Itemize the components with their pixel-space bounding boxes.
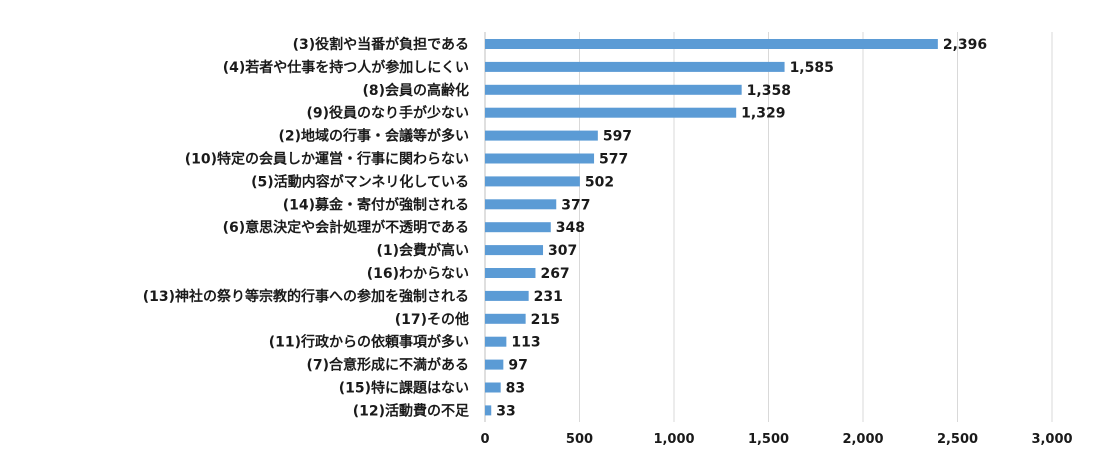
category-label: (2)地域の行事・会議等が多い bbox=[278, 128, 469, 145]
category-label: (5)活動内容がマンネリ化している bbox=[251, 173, 469, 190]
bar bbox=[485, 359, 504, 370]
category-label: (6)意思決定や会計処理が不透明である bbox=[223, 219, 469, 236]
bars bbox=[485, 39, 938, 416]
bar bbox=[485, 245, 544, 256]
category-label: (14)募金・寄付が強制される bbox=[283, 196, 469, 213]
data-label: 502 bbox=[585, 174, 614, 190]
x-tick-label: 0 bbox=[480, 432, 489, 447]
gridlines bbox=[484, 32, 1053, 422]
data-label: 231 bbox=[534, 289, 563, 305]
bar bbox=[485, 176, 580, 187]
data-label: 113 bbox=[511, 335, 540, 351]
category-label: (4)若者や仕事を持つ人が参加しにくい bbox=[223, 59, 469, 76]
category-label: (3)役割や当番が負担である bbox=[293, 36, 469, 53]
x-tick-label: 2,000 bbox=[842, 432, 883, 447]
x-tick-label: 3,000 bbox=[1031, 432, 1072, 447]
bar bbox=[485, 39, 938, 49]
category-labels: (3)役割や当番が負担である (4)若者や仕事を持つ人が参加しにくい (8)会員の高… bbox=[143, 36, 470, 419]
category-label: (1)会費が高い bbox=[376, 242, 469, 259]
bar bbox=[485, 313, 526, 324]
bar bbox=[485, 61, 785, 72]
data-label: 597 bbox=[603, 129, 632, 145]
data-label: 83 bbox=[506, 381, 525, 397]
bar bbox=[485, 84, 742, 95]
x-tick-label: 500 bbox=[566, 432, 593, 447]
bar bbox=[485, 199, 557, 210]
bar bbox=[485, 268, 536, 278]
bar bbox=[485, 405, 492, 416]
category-label: (15)特に課題はない bbox=[339, 380, 469, 397]
data-label: 1,585 bbox=[790, 60, 834, 76]
data-label: 267 bbox=[540, 266, 569, 282]
data-label: 577 bbox=[599, 152, 628, 168]
data-label: 348 bbox=[556, 220, 585, 236]
x-tick-label: 1,500 bbox=[748, 432, 789, 447]
category-label: (8)会員の高齢化 bbox=[362, 82, 469, 99]
x-tick-labels: 0 500 1,000 1,500 2,000 2,500 3,000 bbox=[480, 432, 1072, 447]
data-label: 33 bbox=[496, 403, 515, 419]
data-label: 2,396 bbox=[943, 37, 987, 53]
category-label: (11)行政からの依頼事項が多い bbox=[269, 334, 469, 351]
value-labels: 2,396 1,585 1,358 1,329 597 577 502 377 348 307 26… bbox=[496, 37, 987, 419]
x-tick-label: 2,500 bbox=[937, 432, 978, 447]
data-label: 1,358 bbox=[747, 83, 791, 99]
bar bbox=[485, 153, 595, 164]
data-label: 215 bbox=[531, 312, 560, 328]
bar bbox=[485, 290, 529, 301]
data-label: 307 bbox=[548, 243, 577, 259]
category-label: (12)活動費の不足 bbox=[353, 402, 470, 419]
category-label: (16)わからない bbox=[367, 266, 469, 282]
category-label: (7)合意形成に不満がある bbox=[306, 357, 469, 374]
bar bbox=[485, 222, 551, 233]
bar bbox=[485, 382, 501, 393]
data-label: 377 bbox=[561, 197, 590, 213]
category-label: (9)役員のなり手が少ない bbox=[306, 105, 469, 122]
x-tick-label: 1,000 bbox=[653, 432, 694, 447]
category-label: (13)神社の祭り等宗教的行事への参加を強制される bbox=[143, 288, 469, 305]
bar bbox=[485, 130, 598, 141]
bar bbox=[485, 107, 737, 118]
category-label: (17)その他 bbox=[395, 311, 469, 328]
category-label: (10)特定の会員しか運営・行事に関わらない bbox=[185, 151, 469, 168]
data-label: 1,329 bbox=[741, 106, 785, 122]
bar bbox=[485, 336, 507, 347]
data-label: 97 bbox=[508, 358, 527, 374]
